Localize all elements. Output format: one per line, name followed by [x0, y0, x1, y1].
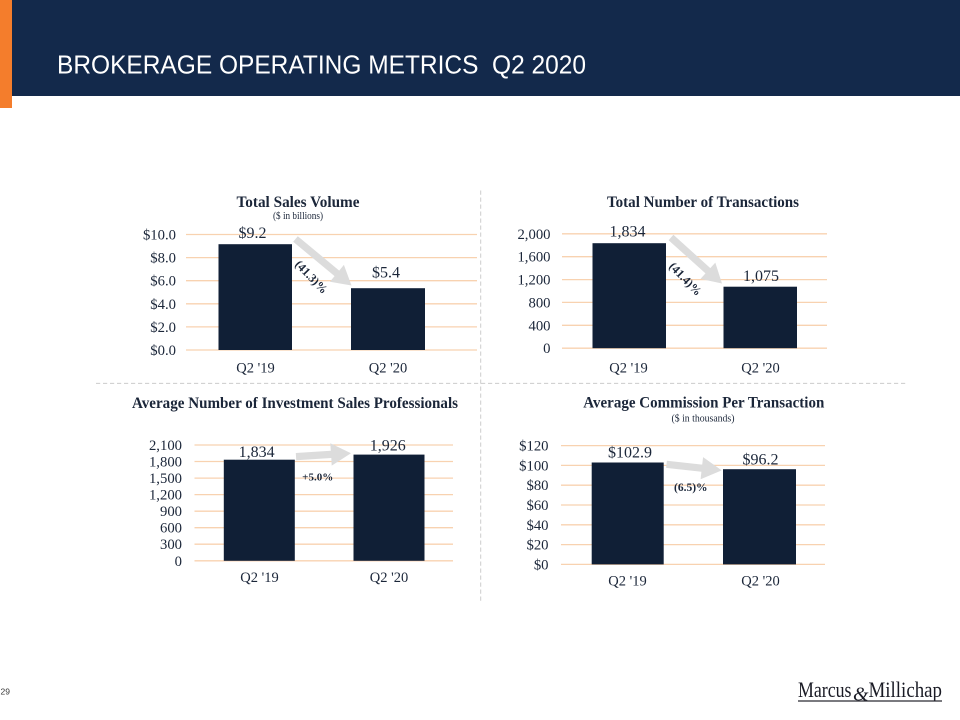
svg-text:$0: $0	[534, 557, 549, 573]
svg-text:Q2 '19: Q2 '19	[608, 574, 646, 590]
svg-text:$2.0: $2.0	[150, 320, 176, 336]
svg-text:1,600: 1,600	[517, 250, 550, 266]
svg-text:($ in billions): ($ in billions)	[273, 210, 323, 222]
svg-text:2,000: 2,000	[517, 227, 550, 243]
svg-text:$100: $100	[519, 458, 548, 474]
svg-text:1,075: 1,075	[743, 268, 779, 285]
svg-text:1,200: 1,200	[149, 488, 182, 504]
svg-text:$6.0: $6.0	[150, 274, 176, 290]
svg-text:1,926: 1,926	[370, 437, 406, 454]
svg-text:Q2 '20: Q2 '20	[370, 570, 408, 586]
svg-text:800: 800	[528, 295, 550, 311]
svg-text:900: 900	[160, 504, 182, 520]
svg-text:$0.0: $0.0	[150, 343, 176, 359]
svg-text:29: 29	[1, 687, 11, 697]
svg-text:300: 300	[160, 537, 182, 553]
svg-text:(6.5)%: (6.5)%	[674, 482, 708, 494]
svg-text:Average Number of Investment S: Average Number of Investment Sales Profe…	[132, 395, 458, 412]
svg-text:Q2 '20: Q2 '20	[741, 361, 779, 377]
svg-text:$80: $80	[526, 478, 548, 494]
svg-text:BROKERAGE OPERATING METRICS Q: BROKERAGE OPERATING METRICS Q2 2020	[57, 52, 586, 80]
svg-text:$60: $60	[526, 498, 548, 514]
svg-text:1,834: 1,834	[610, 224, 646, 241]
svg-text:$120: $120	[519, 439, 548, 455]
svg-text:Total Number of Transactions: Total Number of Transactions	[607, 194, 799, 211]
svg-text:$20: $20	[526, 538, 548, 554]
svg-text:1,500: 1,500	[149, 471, 182, 487]
svg-text:Total Sales Volume: Total Sales Volume	[237, 194, 360, 211]
svg-text:$5.4: $5.4	[372, 265, 400, 282]
svg-text:Average Commission Per Transac: Average Commission Per Transaction	[583, 395, 824, 412]
svg-text:1,834: 1,834	[239, 444, 275, 461]
svg-text:1,200: 1,200	[517, 273, 550, 289]
svg-text:600: 600	[160, 521, 182, 537]
svg-text:1,800: 1,800	[149, 455, 182, 471]
svg-text:+5.0%: +5.0%	[302, 471, 333, 483]
svg-text:0: 0	[543, 341, 550, 357]
svg-text:Q2 '19: Q2 '19	[240, 570, 278, 586]
svg-text:Q2 '19: Q2 '19	[609, 361, 647, 377]
svg-text:$96.2: $96.2	[743, 452, 779, 469]
svg-text:$40: $40	[526, 518, 548, 534]
svg-text:0: 0	[175, 554, 182, 570]
svg-text:$9.2: $9.2	[239, 225, 267, 242]
svg-text:400: 400	[528, 318, 550, 334]
svg-text:&: &	[853, 684, 869, 706]
svg-text:Q2 '20: Q2 '20	[369, 361, 407, 377]
svg-text:Marcus: Marcus	[798, 677, 852, 702]
svg-text:$4.0: $4.0	[150, 297, 176, 313]
svg-text:2,100: 2,100	[149, 438, 182, 454]
svg-text:$102.9: $102.9	[608, 445, 652, 462]
svg-text:$10.0: $10.0	[143, 228, 176, 244]
svg-text:Q2 '20: Q2 '20	[741, 574, 779, 590]
svg-text:$8.0: $8.0	[150, 251, 176, 267]
svg-text:Q2 '19: Q2 '19	[236, 361, 274, 377]
svg-text:Millichap: Millichap	[869, 677, 943, 702]
svg-text:($ in thousands): ($ in thousands)	[672, 413, 735, 425]
